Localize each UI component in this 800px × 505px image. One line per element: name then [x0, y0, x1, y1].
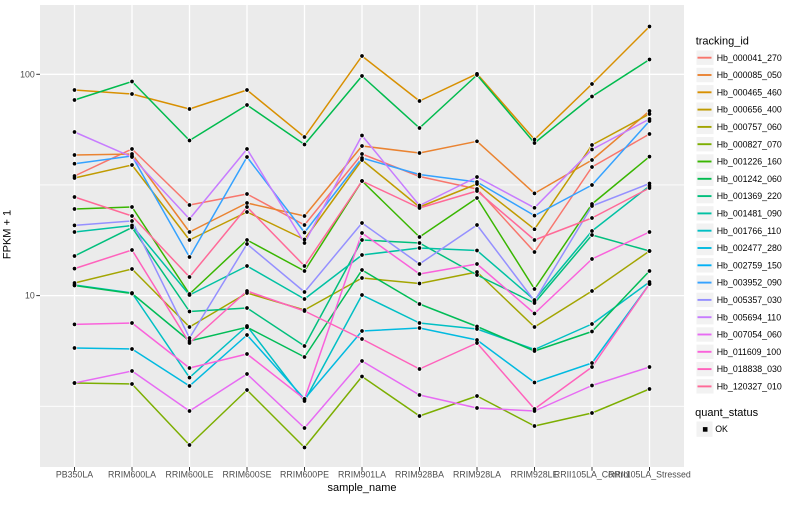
svg-text:Hb_001766_110: Hb_001766_110 [717, 226, 782, 236]
svg-text:Hb_000656_400: Hb_000656_400 [717, 105, 782, 115]
svg-text:Hb_011609_100: Hb_011609_100 [717, 347, 782, 357]
svg-text:RRII105LA_Stressed: RRII105LA_Stressed [608, 470, 691, 480]
svg-text:10: 10 [25, 291, 35, 301]
svg-text:Hb_002477_280: Hb_002477_280 [717, 243, 782, 253]
svg-text:Hb_001369_220: Hb_001369_220 [717, 191, 782, 201]
svg-text:Hb_001242_060: Hb_001242_060 [717, 174, 782, 184]
svg-text:PB350LA: PB350LA [56, 470, 93, 480]
svg-text:sample_name: sample_name [327, 482, 396, 494]
svg-text:100: 100 [20, 69, 35, 79]
svg-text:Hb_000465_460: Hb_000465_460 [717, 87, 782, 97]
svg-text:Hb_000085_050: Hb_000085_050 [717, 70, 782, 80]
svg-text:Hb_001226_160: Hb_001226_160 [717, 157, 782, 167]
svg-text:Hb_005357_030: Hb_005357_030 [717, 295, 782, 305]
svg-text:RRIM928BA: RRIM928BA [395, 470, 444, 480]
svg-text:RRIM901LA: RRIM901LA [338, 470, 386, 480]
svg-text:RRIM928LE: RRIM928LE [511, 470, 559, 480]
svg-text:RRII105LA_Control: RRII105LA_Control [554, 470, 630, 480]
svg-text:Hb_120327_010: Hb_120327_010 [717, 382, 782, 392]
svg-text:OK: OK [715, 424, 728, 434]
svg-text:Hb_007054_060: Hb_007054_060 [717, 330, 782, 340]
svg-text:Hb_005694_110: Hb_005694_110 [717, 312, 782, 322]
svg-text:RRIM600LA: RRIM600LA [108, 470, 156, 480]
svg-text:RRIM928LA: RRIM928LA [453, 470, 501, 480]
svg-text:Hb_002759_150: Hb_002759_150 [717, 260, 782, 270]
svg-text:Hb_000041_270: Hb_000041_270 [717, 53, 782, 63]
svg-text:Hb_003952_090: Hb_003952_090 [717, 278, 782, 288]
svg-text:RRIM600SE: RRIM600SE [223, 470, 272, 480]
svg-text:tracking_id: tracking_id [696, 36, 749, 48]
svg-text:RRIM600PE: RRIM600PE [280, 470, 329, 480]
svg-text:quant_status: quant_status [695, 407, 758, 419]
svg-text:Hb_000827_070: Hb_000827_070 [717, 139, 782, 149]
svg-text:FPKM + 1: FPKM + 1 [2, 210, 14, 259]
svg-text:RRIM600LE: RRIM600LE [166, 470, 214, 480]
svg-text:Hb_000757_060: Hb_000757_060 [717, 122, 782, 132]
svg-text:Hb_018838_030: Hb_018838_030 [717, 364, 782, 374]
svg-text:Hb_001481_090: Hb_001481_090 [717, 209, 782, 219]
